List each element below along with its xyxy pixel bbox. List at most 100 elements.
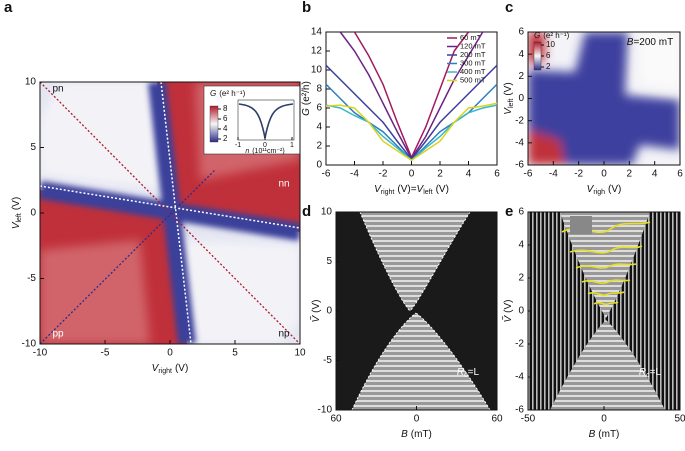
label-part: (V) [311,299,322,312]
label: Ṽ (V) [309,299,322,322]
x-tick-label: -10 [33,348,48,359]
label-part: G [210,89,216,98]
label-part: left [508,99,515,108]
x-tick-label: 4 [466,169,472,180]
inset-tick-label: 1 [290,142,294,149]
y-tick-label: 8 [316,84,322,95]
label-part: (V) [503,299,514,312]
annotation: np [278,329,290,340]
colorbar-c [533,41,542,71]
y-tick-label: 0 [30,208,36,219]
x-tick-label: -50 [521,414,536,425]
y-tick-label: 0 [326,306,332,317]
y-tick-label: -2 [515,339,524,350]
map-e [528,212,680,410]
legend-label: 500 mT [460,75,486,84]
label-part: V [374,184,382,195]
label-part: (mT) [411,429,432,440]
y-tick-label: 14 [311,27,323,38]
colorbar-label: 2 [546,62,551,71]
series-line [353,31,470,160]
label: Ṽ (V) [501,299,514,322]
label-part: B [627,37,634,48]
label-part: B [589,429,596,440]
label: G (e² h⁻¹) [210,89,246,98]
annotation: Rc=L [457,367,480,379]
label-part: V [417,184,425,195]
y-tick-label: 12 [311,46,323,57]
y-tick-label: 4 [316,122,322,133]
label-part: R [639,367,646,378]
y-tick-label: 0 [518,93,524,104]
label-part: (10¹¹cm⁻²) [252,148,284,155]
y-tick-label: 0 [316,160,322,171]
label-part: =L [468,367,480,378]
y-tick-label: 2 [316,141,322,152]
x-tick-label: 4 [652,169,658,180]
label: B (mT) [401,429,432,440]
label-part: (V) [11,197,22,210]
panel-letter: d [302,203,311,220]
x-tick-label: 0 [414,414,420,425]
label-part: Ṽ [309,315,322,323]
x-tick-label: 60 [491,414,503,425]
label-part: (e² h⁻¹) [219,89,245,98]
label: Vleft (V) [503,82,515,114]
label-part: c [464,372,468,379]
series-line [325,102,498,162]
label-part: G [534,31,540,40]
label-part: c [646,372,650,379]
annotation: B=200 mT [627,37,673,48]
series-line [325,83,498,162]
map-d [336,212,497,410]
plot-frame [39,81,301,345]
panel-letter: b [302,0,311,16]
y-tick-label: 10 [25,77,37,88]
annotation: pn [52,84,63,95]
label-part: (V) [608,184,621,195]
legend-label: 300 mT [460,58,486,67]
x-tick-label: 5 [232,348,238,359]
legend-label: 60 mT [460,33,482,42]
label: B (mT) [589,429,620,440]
label-part: left [16,213,23,222]
y-tick-label: -4 [515,137,524,148]
x-tick-label: -6 [524,169,533,180]
y-tick-label: 4 [518,240,524,251]
label-part: (V) [175,363,188,374]
plot-frame [335,211,498,411]
label-part: =L [650,367,662,378]
y-tick-label: 4 [518,49,524,60]
inset-a [203,85,301,155]
x-tick-label: -2 [379,169,388,180]
y-tick-label: 0 [518,306,524,317]
label-part: (e²/h) [301,81,312,105]
inset-tick-label: -1 [235,142,241,149]
plot-frame [527,211,681,411]
colorbar-label: 10 [546,40,555,49]
label-part: right [381,189,395,196]
x-tick-label: 10 [294,348,306,359]
x-tick-label: 2 [627,169,633,180]
x-tick-label: 60 [330,414,342,425]
label-part: left [423,189,432,196]
y-tick-label: 10 [321,207,333,218]
plot-frame [325,31,498,166]
label-part: V [152,363,160,374]
panel-letter: c [505,0,513,16]
x-tick-label: 50 [674,414,685,425]
label-part: Ṽ [501,315,514,323]
panel-letter: a [4,0,13,16]
label-part: n [245,148,249,155]
label-part: G [301,108,312,116]
label-part: V [587,184,595,195]
x-tick-label: 0 [409,169,415,180]
heatmap-c [528,32,680,165]
label-part: right [158,368,172,375]
y-tick-label: -6 [515,160,524,171]
label-part: V [11,221,22,229]
inset-tick-label: 0 [263,142,267,149]
label-part: B [401,429,408,440]
y-tick-label: 5 [326,256,332,267]
